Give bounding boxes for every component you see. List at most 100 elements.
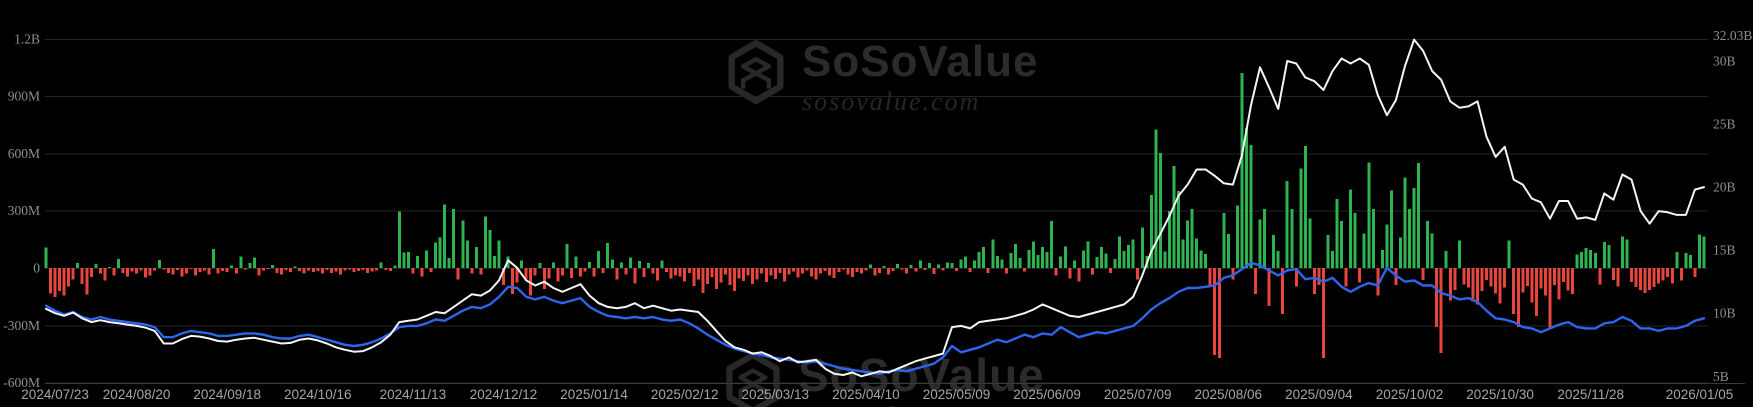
flow-bar <box>1285 181 1289 268</box>
flow-bar <box>1226 234 1230 268</box>
flow-bar <box>801 268 805 274</box>
flow-bar <box>1321 268 1325 358</box>
flow-bar <box>1294 268 1298 287</box>
flow-bar <box>470 268 474 274</box>
right-axis-labels: 32.03B 30B 25B 20B 15B 10B 5B <box>1713 28 1752 384</box>
flow-bar <box>705 268 709 285</box>
flow-bar <box>805 268 809 271</box>
flow-bar <box>307 268 311 271</box>
left-axis-tick: -600M <box>3 375 40 390</box>
flow-bar <box>1620 236 1624 269</box>
flow-bar <box>1688 255 1692 268</box>
flow-bar <box>1217 268 1221 358</box>
flow-bar <box>1702 236 1706 269</box>
flow-bar <box>1349 189 1353 268</box>
flow-bar <box>1118 236 1122 269</box>
flow-bar <box>1426 221 1430 268</box>
flow-bar <box>1444 251 1448 268</box>
flow-bar <box>348 268 352 270</box>
flow-bar <box>1331 251 1335 268</box>
flow-bar <box>175 268 179 270</box>
flow-bar <box>936 264 940 268</box>
flow-bar <box>1639 268 1643 290</box>
flow-bar <box>89 268 93 278</box>
flow-bar <box>1353 212 1357 268</box>
x-axis-date: 2025/06/09 <box>1013 387 1081 402</box>
flow-bar <box>1566 268 1570 291</box>
flow-bar <box>755 268 759 280</box>
flow-bar <box>393 265 397 268</box>
flow-bar <box>384 268 388 270</box>
right-axis-tick: 25B <box>1713 117 1736 132</box>
flow-bar <box>429 268 433 272</box>
flow-bar <box>959 259 963 268</box>
flow-bar <box>375 268 379 271</box>
flow-bar <box>230 265 234 268</box>
flow-bar <box>1503 268 1507 288</box>
flow-bar <box>1507 240 1511 269</box>
flow-bar <box>411 268 415 274</box>
flow-bar <box>778 268 782 273</box>
flow-bar <box>1462 268 1466 285</box>
flow-bar <box>1222 213 1226 268</box>
flow-bar <box>1335 199 1339 268</box>
flow-bar <box>1113 258 1117 268</box>
flow-bar <box>216 268 220 274</box>
flow-bar <box>207 268 211 275</box>
flow-bar <box>1657 268 1661 284</box>
flow-bar <box>1453 268 1457 290</box>
flow-bar <box>144 268 148 278</box>
flow-bar <box>1362 233 1366 268</box>
flow-bar <box>1398 237 1402 268</box>
flow-bar <box>126 268 130 277</box>
flow-bar <box>1480 268 1484 291</box>
flow-bar <box>266 268 270 270</box>
flow-bar <box>918 260 922 268</box>
flow-bar <box>687 268 691 273</box>
flow-bar <box>121 268 125 273</box>
watermark-top: SoSoValue sosovalue.com <box>724 40 1038 117</box>
flow-bar <box>520 260 524 268</box>
flow-bar <box>1326 235 1330 268</box>
flow-bar <box>542 268 546 290</box>
flow-bar <box>153 268 157 271</box>
flow-bar <box>107 267 111 268</box>
watermark-domain: sosovalue.com <box>798 402 1045 407</box>
flow-bar <box>764 268 768 282</box>
flow-bar <box>461 220 465 268</box>
flow-bar <box>1163 251 1167 268</box>
flow-bar <box>257 268 261 276</box>
flow-bar <box>1602 241 1606 268</box>
flow-bar <box>583 268 587 272</box>
flow-bar <box>1648 268 1652 290</box>
right-axis-tick: 5B <box>1713 369 1729 384</box>
flow-bar <box>234 268 238 274</box>
right-axis-tick: 32.03B <box>1713 28 1752 43</box>
flow-bar <box>692 268 696 286</box>
flow-bar <box>610 259 614 268</box>
flow-bar <box>669 268 673 279</box>
flow-bar <box>1258 219 1262 268</box>
flow-bar <box>98 268 102 274</box>
flow-bar <box>1000 259 1004 268</box>
flow-bar <box>932 268 936 275</box>
flow-bar <box>157 259 161 268</box>
flow-bar <box>438 237 442 268</box>
x-axis-date: 2025/10/30 <box>1466 387 1534 402</box>
flow-bar <box>1679 268 1683 281</box>
flow-bar <box>343 268 347 271</box>
flow-bar <box>927 263 931 269</box>
flow-bar <box>850 268 854 278</box>
flow-bar <box>846 268 850 275</box>
flow-bar <box>456 268 460 280</box>
flow-bar <box>560 268 564 276</box>
flow-bar <box>212 248 216 268</box>
flow-bar <box>683 268 687 282</box>
x-axis-date: 2024/09/18 <box>193 387 261 402</box>
flow-bar <box>977 251 981 268</box>
flow-bar <box>352 268 356 272</box>
flow-bar <box>511 268 515 294</box>
flow-bar <box>1525 268 1529 287</box>
flow-bar <box>1344 268 1348 287</box>
